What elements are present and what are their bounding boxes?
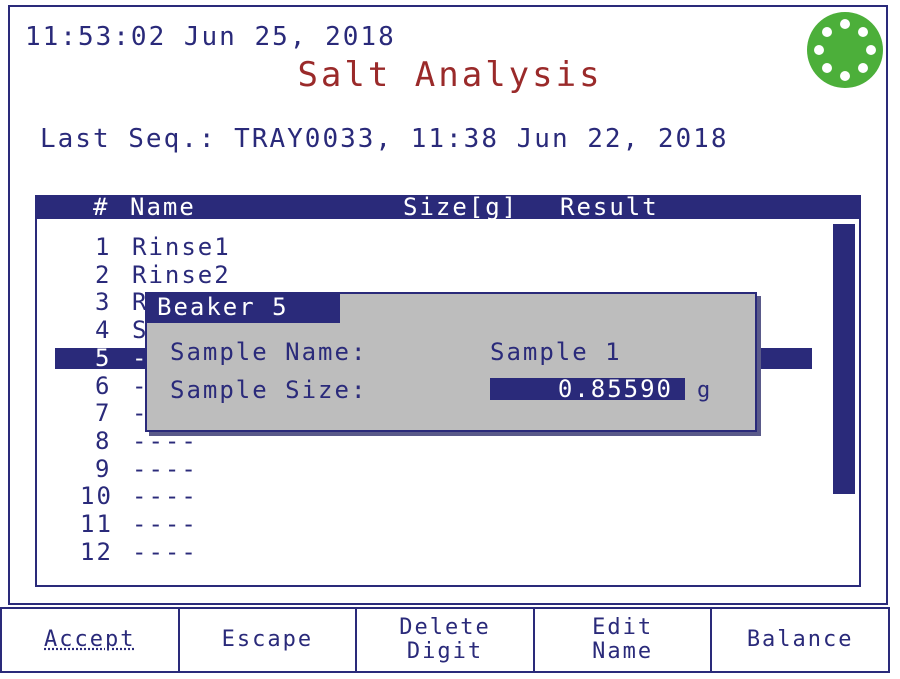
row-name[interactable]: ----: [132, 426, 198, 455]
sample-name-label: Sample Name:: [170, 338, 368, 366]
col-name: Name: [130, 193, 196, 221]
row-number[interactable]: 2: [95, 260, 112, 289]
status-indicator-icon: [807, 12, 883, 88]
led-dot: [814, 45, 824, 55]
col-num: #: [93, 193, 110, 221]
led-dot: [821, 26, 832, 37]
row-number[interactable]: 10: [80, 482, 113, 511]
led-dot: [840, 19, 850, 29]
row-number[interactable]: 12: [80, 537, 113, 566]
col-result: Result: [560, 193, 659, 221]
row-number[interactable]: 9: [95, 454, 112, 483]
escape-button[interactable]: Escape: [180, 609, 358, 671]
row-number[interactable]: 4: [95, 316, 112, 345]
row-name[interactable]: -: [132, 399, 149, 428]
page-title: Salt Analysis: [297, 55, 603, 95]
led-dot: [866, 45, 876, 55]
row-number[interactable]: 8: [95, 426, 112, 455]
dialog-title: Beaker 5: [145, 292, 340, 323]
row-number[interactable]: 3: [95, 288, 112, 317]
delete-digit-button[interactable]: Delete Digit: [357, 609, 535, 671]
row-number[interactable]: 5: [95, 343, 112, 372]
row-name[interactable]: Rinse1: [132, 233, 231, 261]
led-dot: [840, 71, 850, 81]
row-number[interactable]: 6: [95, 371, 112, 400]
last-sequence: Last Seq.: TRAY0033, 11:38 Jun 22, 2018: [40, 124, 729, 154]
sample-name-value[interactable]: Sample 1: [490, 338, 622, 366]
sample-size-input[interactable]: 0.85590: [490, 377, 685, 401]
accept-button[interactable]: Accept: [2, 609, 180, 671]
row-name[interactable]: ----: [132, 510, 198, 538]
edit-name-button[interactable]: Edit Name: [535, 609, 713, 671]
row-name[interactable]: ----: [132, 537, 198, 566]
datetime: 11:53:02 Jun 25, 2018: [25, 22, 396, 52]
softkey-bar: Accept Escape Delete Digit Edit Name Bal…: [0, 607, 890, 673]
row-name[interactable]: -: [132, 343, 149, 372]
row-number[interactable]: 7: [95, 399, 112, 428]
row-name[interactable]: ----: [132, 482, 198, 511]
row-name[interactable]: S: [132, 316, 149, 345]
led-dot: [821, 63, 832, 74]
sample-size-label: Sample Size:: [170, 376, 368, 404]
row-number[interactable]: 11: [80, 510, 113, 538]
col-size: Size[g]: [403, 193, 519, 221]
instrument-screen: [8, 5, 888, 605]
row-name[interactable]: -: [132, 371, 149, 400]
row-name[interactable]: R: [132, 288, 149, 317]
row-name[interactable]: ----: [132, 454, 198, 483]
table-header: # Name Size[g] Result: [35, 195, 861, 219]
led-dot: [858, 63, 869, 74]
row-number[interactable]: 1: [95, 233, 112, 261]
sample-size-unit: g: [697, 378, 713, 403]
balance-button[interactable]: Balance: [746, 627, 854, 652]
scrollbar-thumb[interactable]: [833, 224, 855, 494]
led-dot: [858, 26, 869, 37]
row-name[interactable]: Rinse2: [132, 260, 231, 289]
